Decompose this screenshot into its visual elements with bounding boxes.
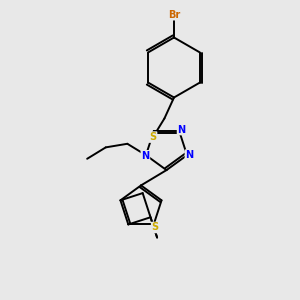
Text: N: N [185, 150, 194, 160]
Text: Br: Br [168, 10, 180, 20]
Text: S: S [149, 132, 157, 142]
Text: S: S [152, 223, 159, 232]
Text: N: N [178, 124, 186, 134]
Text: N: N [141, 151, 149, 161]
